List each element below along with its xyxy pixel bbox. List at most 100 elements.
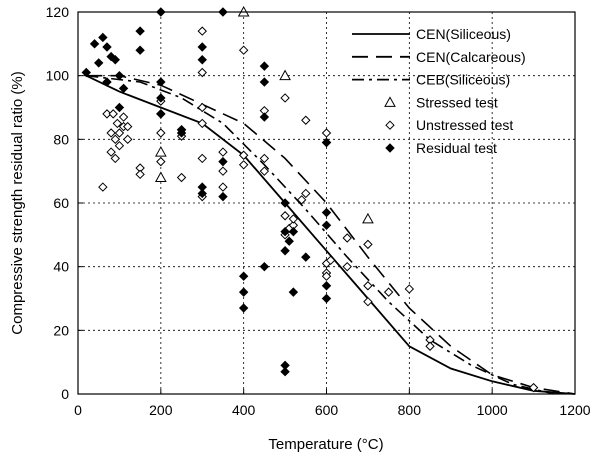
point-unstressed-test (114, 128, 125, 138)
point-unstressed-test (259, 166, 270, 176)
point-residual-test (280, 367, 290, 377)
point-residual-test (238, 303, 249, 313)
point-unstressed-test (197, 153, 207, 164)
point-residual-test (238, 287, 249, 297)
point-unstressed-test (301, 188, 311, 199)
point-unstressed-test (363, 281, 373, 291)
point-residual-test (288, 226, 299, 237)
point-residual-test (288, 287, 299, 297)
legend-label: Residual test (416, 140, 497, 156)
legend-item: CEN(Siliceous) (352, 26, 511, 42)
point-unstressed-test (404, 284, 415, 294)
point-unstressed-test (197, 102, 207, 113)
point-unstressed-test (528, 382, 539, 393)
data-markers (81, 5, 539, 393)
series-line-ceb-siliceous (86, 74, 555, 395)
legend-label: CEN(Calcareous) (416, 49, 526, 65)
point-residual-test (94, 58, 104, 68)
point-unstressed-test (197, 67, 207, 78)
point-unstressed-test (197, 118, 207, 129)
point-residual-test (259, 61, 270, 71)
point-residual-test (280, 198, 290, 208)
x-tick-label: 600 (315, 402, 339, 418)
point-residual-test (118, 83, 129, 94)
point-unstressed-test (321, 271, 332, 281)
point-unstressed-test (110, 134, 120, 145)
point-residual-test (102, 42, 112, 52)
legend-marker-sample (384, 96, 396, 107)
point-unstressed-test (280, 93, 290, 103)
grid-lines (77, 11, 576, 395)
point-residual-test (218, 191, 228, 202)
x-tick-labels: 0 200 400 600 800 1000 1200 (74, 402, 591, 418)
point-unstressed-test (106, 128, 116, 138)
y-axis-title: Compressive strength residual ratio (%) (9, 71, 26, 334)
point-unstressed-test (102, 109, 112, 119)
point-unstressed-test (176, 172, 187, 183)
point-unstressed-test (106, 147, 116, 157)
point-stressed-test (154, 146, 167, 157)
point-unstressed-test (288, 214, 299, 224)
point-residual-test (259, 77, 270, 87)
point-unstressed-test (118, 112, 129, 122)
point-residual-test (81, 67, 91, 78)
point-residual-test (110, 55, 120, 65)
legend-marker-sample (385, 120, 395, 130)
point-residual-test (238, 271, 249, 281)
legend-item: Unstressed test (385, 117, 513, 133)
point-unstressed-test (110, 153, 120, 164)
x-axis-title: Temperature (°C) (268, 436, 383, 453)
legend-item: CEN(Calcareous) (352, 49, 526, 65)
point-unstressed-test (122, 121, 133, 132)
point-residual-test (197, 55, 207, 65)
point-unstressed-test (135, 169, 145, 180)
point-residual-test (176, 128, 187, 138)
x-tick-label: 200 (149, 402, 173, 418)
point-unstressed-test (156, 128, 166, 138)
point-residual-test (135, 26, 145, 36)
point-residual-test (280, 226, 290, 237)
legend-item: Stressed test (384, 94, 498, 110)
point-unstressed-test (280, 211, 290, 221)
plot-frame (77, 11, 576, 395)
legend: CEN(Siliceous) CEN(Calcareous) CEB(Siliceo… (352, 26, 526, 156)
x-tick-label: 0 (74, 402, 82, 418)
y-tick-labels: 0 20 40 60 80 100 120 (46, 4, 70, 402)
point-unstressed-test (363, 239, 373, 250)
point-residual-test (321, 281, 332, 291)
point-residual-test (197, 42, 207, 52)
point-unstressed-test (218, 182, 228, 192)
point-residual-test (218, 156, 228, 167)
point-residual-test (98, 32, 108, 43)
y-tick-label: 40 (53, 259, 69, 275)
point-residual-test (280, 246, 290, 256)
x-tick-label: 1000 (477, 402, 508, 418)
point-unstressed-test (321, 128, 332, 138)
x-tick-label: 400 (232, 402, 256, 418)
point-unstressed-test (425, 341, 435, 351)
x-tick-label: 800 (398, 402, 422, 418)
point-residual-test (301, 252, 311, 262)
point-unstressed-test (156, 156, 166, 167)
point-unstressed-test (108, 109, 118, 119)
point-unstressed-test (98, 182, 108, 192)
point-unstressed-test (114, 140, 125, 151)
y-tick-label: 100 (46, 68, 70, 84)
point-unstressed-test (325, 255, 336, 266)
legend-label: Stressed test (416, 94, 498, 110)
point-residual-test (259, 261, 270, 272)
point-unstressed-test (301, 115, 311, 125)
legend-label: Unstressed test (416, 117, 513, 133)
y-tick-label: 60 (53, 195, 69, 211)
legend-item: CEB(Siliceous) (352, 72, 510, 88)
point-residual-test (114, 70, 125, 81)
point-unstressed-test (342, 261, 352, 272)
point-unstressed-test (296, 195, 307, 205)
point-unstressed-test (383, 287, 394, 297)
point-residual-test (156, 93, 166, 103)
point-unstressed-test (112, 118, 123, 129)
point-residual-test (321, 293, 332, 304)
y-tick-label: 20 (53, 322, 69, 338)
point-residual-test (321, 220, 332, 230)
legend-item: Residual test (385, 140, 497, 156)
